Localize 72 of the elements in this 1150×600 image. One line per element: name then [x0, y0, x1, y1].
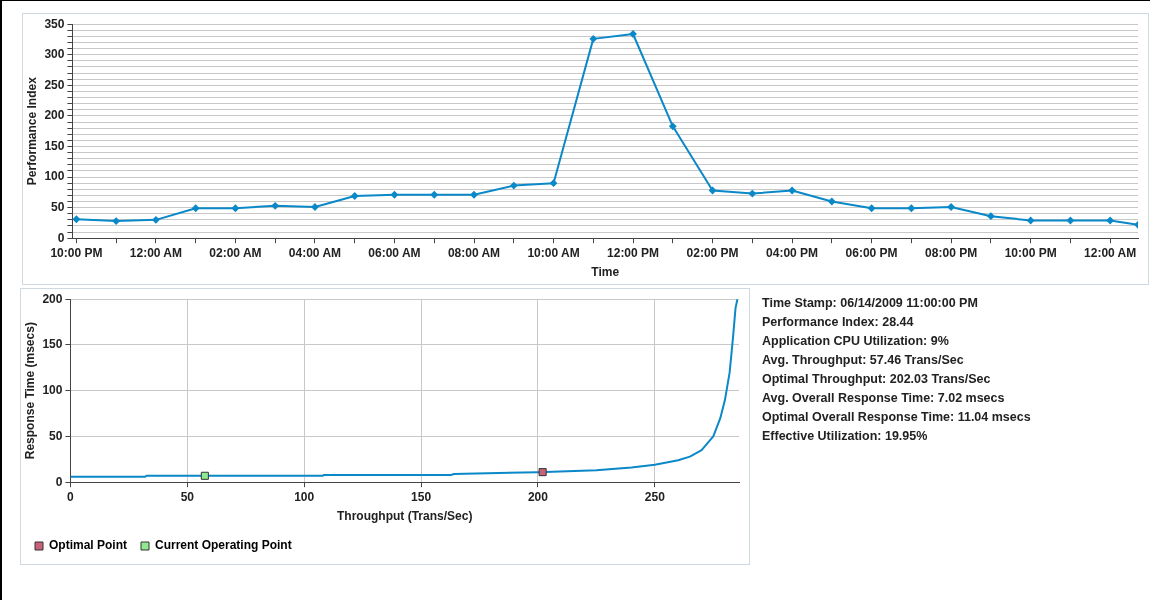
x-tick-label: 250 — [644, 489, 666, 504]
text: Optimal Throughput: 202.03 Trans/Sec — [762, 371, 992, 388]
point — [470, 191, 478, 199]
y-tick-label: 300 — [44, 47, 65, 62]
point — [669, 122, 677, 130]
y-tick-label: 50 — [49, 428, 63, 443]
y-tick-label: 200 — [42, 291, 63, 306]
x-tick-label: 04:00 AM — [288, 245, 342, 260]
point — [987, 212, 995, 220]
point — [112, 217, 120, 225]
y-axis-title: Response Time (msecs) — [22, 322, 37, 460]
legend-label: Current Operating Point — [155, 538, 292, 553]
legend-label: Optimal Point — [49, 538, 127, 553]
x-tick-label: 06:00 PM — [845, 245, 898, 260]
y-tick-label: 150 — [42, 337, 63, 352]
point — [1066, 216, 1074, 224]
x-tick-label: 12:00 AM — [129, 245, 183, 260]
text: Avg. Throughput: 57.46 Trans/Sec — [762, 352, 965, 369]
x-tick-label: 06:00 AM — [368, 245, 421, 260]
point — [550, 179, 558, 187]
text: Application CPU Utilization: 9% — [762, 333, 950, 350]
x-tick-label: 10:00 AM — [527, 245, 580, 260]
point — [1106, 216, 1114, 224]
text: Time Stamp: 06/14/2009 11:00:00 PM — [762, 295, 979, 312]
text: Avg. Overall Response Time: 7.02 msecs — [762, 390, 1006, 407]
point — [788, 187, 796, 195]
x-tick-label: 0 — [67, 489, 75, 504]
point — [907, 204, 915, 212]
point — [947, 203, 955, 211]
text: Optimal Overall Response Time: 11.04 msecs — [762, 409, 1032, 426]
point — [510, 182, 518, 190]
point — [868, 204, 876, 212]
point — [231, 204, 239, 212]
y-tick-label: 0 — [57, 230, 65, 245]
text: Effective Utilization: 19.95% — [762, 428, 929, 445]
y-tick-label: 100 — [44, 169, 65, 184]
y-tick-label: 250 — [44, 77, 65, 92]
x-axis-title: Throughput (Trans/Sec) — [337, 509, 473, 524]
y-tick-label: 0 — [55, 474, 63, 489]
x-tick-label: 150 — [411, 489, 432, 504]
x-tick-label: 200 — [527, 489, 549, 504]
x-tick-label: 02:00 PM — [686, 245, 739, 260]
y-axis-title: Performance Index — [24, 76, 39, 186]
x-tick-label: 08:00 AM — [447, 245, 501, 260]
x-tick-label: 50 — [180, 489, 195, 504]
point — [828, 198, 836, 206]
point — [748, 190, 756, 198]
x-tick-label: 04:00 PM — [766, 245, 819, 260]
point — [271, 202, 279, 210]
x-tick-label: 12:00 PM — [607, 245, 660, 260]
y-tick-label: 200 — [44, 108, 65, 123]
y-tick-label: 50 — [51, 199, 65, 214]
point — [351, 192, 359, 200]
x-tick-label: 10:00 PM — [50, 245, 103, 260]
point — [430, 191, 438, 199]
point — [72, 215, 80, 223]
x-tick-label: 10:00 PM — [1004, 245, 1057, 260]
y-tick-label: 100 — [42, 383, 63, 398]
point — [1027, 216, 1035, 224]
x-tick-label: 100 — [294, 489, 315, 504]
point — [192, 204, 200, 212]
y-tick-label: 350 — [44, 16, 65, 31]
x-tick-label: 08:00 PM — [925, 245, 978, 260]
y-tick-label: 150 — [44, 138, 65, 153]
x-tick-label: 12:00 AM — [1084, 245, 1137, 260]
text: Performance Index: 28.44 — [762, 314, 915, 331]
point — [390, 191, 398, 199]
point — [152, 216, 160, 224]
x-tick-label: 02:00 AM — [209, 245, 262, 260]
point — [709, 187, 717, 195]
x-axis-title: Time — [591, 265, 620, 280]
point — [589, 35, 597, 43]
